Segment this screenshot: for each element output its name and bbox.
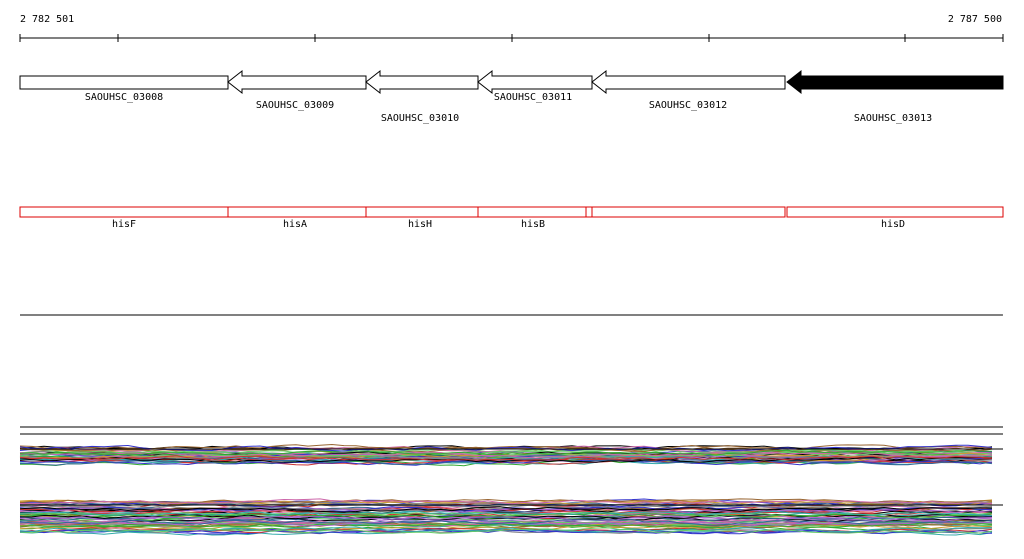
name-label: hisD: [881, 219, 905, 230]
gene-label: SAOUHSC_03012: [649, 100, 727, 111]
trace: [19, 452, 993, 458]
name-box: [786, 206, 1004, 218]
gene-label: SAOUHSC_03010: [381, 113, 459, 124]
gene-label: SAOUHSC_03008: [85, 92, 163, 103]
gene-label: SAOUHSC_03013: [854, 113, 932, 124]
trace: [19, 498, 993, 505]
name-label: hisF: [112, 219, 136, 230]
gene: [591, 69, 786, 95]
coverage-tracks: [19, 443, 1003, 536]
trace: [19, 512, 993, 518]
gene: [786, 69, 1004, 95]
name-box: [19, 206, 229, 218]
trace: [19, 518, 993, 526]
trace: [19, 459, 993, 466]
trace: [19, 506, 993, 513]
name-track: hisF hisA hisH hisB hisD: [19, 206, 1004, 230]
trace: [19, 449, 993, 456]
gene-track: SAOUHSC_03008 SAOUHSC_03009 SAOUHSC_03010 S…: [19, 69, 1004, 124]
trace: [19, 515, 993, 522]
trace: [19, 456, 993, 463]
trace: [20, 458, 993, 466]
trace: [19, 527, 993, 534]
ruler-end: 2 787 500: [948, 14, 1002, 25]
name-label: hisH: [408, 219, 432, 230]
gene: [477, 69, 593, 95]
name-box: [477, 206, 587, 218]
name-box: [585, 206, 593, 218]
trace: [19, 455, 993, 462]
ruler-ticks: [19, 34, 1004, 42]
trace: [19, 510, 993, 517]
trace: [19, 449, 992, 456]
gene: [227, 69, 367, 95]
name-label: hisA: [283, 219, 307, 230]
name-box: [365, 206, 479, 218]
gene: [365, 69, 479, 95]
trace: [19, 526, 993, 533]
gene-label: SAOUHSC_03011: [494, 92, 572, 103]
name-box: [591, 206, 786, 218]
trace: [19, 444, 993, 452]
gene: [19, 75, 229, 90]
ruler-start: 2 782 501: [20, 14, 74, 25]
name-label: hisB: [521, 219, 545, 230]
name-box: [227, 206, 367, 218]
gene-label: SAOUHSC_03009: [256, 100, 334, 111]
